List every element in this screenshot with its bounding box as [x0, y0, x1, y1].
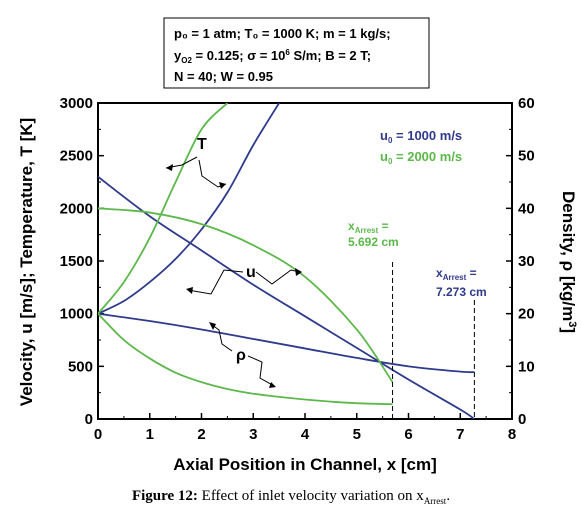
caption-text: Effect of inlet velocity variation on x	[197, 488, 424, 504]
y-left-tick-label: 2500	[60, 148, 93, 165]
legend-entry-2000: u0 = 2000 m/s	[380, 149, 462, 166]
series-line-2	[98, 176, 475, 419]
svg-text:ρ: ρ	[236, 347, 246, 364]
x-tick-label: 2	[197, 426, 205, 443]
caption-label: Figure 12:	[131, 488, 198, 504]
svg-text:7.273 cm: 7.273 cm	[436, 285, 487, 299]
y-left-tick-label: 1000	[60, 306, 93, 323]
param-line-1: p₀ = 1 atm; T₀ = 1000 K; m = 1 kg/s;	[174, 26, 391, 41]
x-tick-label: 0	[94, 426, 102, 443]
series-line-5	[98, 313, 393, 406]
annotation-rho: ρ	[209, 322, 276, 388]
svg-text:u: u	[246, 264, 256, 281]
x-tick-label: 5	[353, 426, 361, 443]
legend-entry-1000: u0 = 1000 m/s	[380, 128, 462, 145]
y-left-axis-title: Velocity, u [m/s]; Temperature, T [K]	[17, 118, 36, 406]
arrest-layer	[392, 262, 475, 419]
x-tick-label: 6	[404, 426, 412, 443]
y-right-tick-label: 50	[518, 148, 535, 165]
y-left-tick-label: 2000	[60, 200, 93, 217]
y-left-tick-label: 3000	[60, 95, 93, 112]
series-line-4	[98, 207, 394, 383]
x-tick-label: 1	[146, 426, 154, 443]
x-axis-ticks: 0 1 2 3 4 5 6 7 8	[94, 413, 516, 443]
x-tick-label: 3	[249, 426, 257, 443]
y-right-axis-ticks: 0 10 20 30 40 50 60	[506, 95, 535, 428]
y-right-tick-label: 40	[518, 200, 535, 217]
series-line-3	[98, 103, 229, 315]
x-tick-label: 7	[456, 426, 464, 443]
parameter-box: p₀ = 1 atm; T₀ = 1000 K; m = 1 kg/s; yO2…	[163, 17, 430, 89]
y-right-tick-label: 20	[518, 306, 535, 323]
series-line-0	[98, 103, 280, 315]
arrest-label-blue: xArrest = 7.273 cm	[436, 266, 487, 299]
svg-text:xArrest =: xArrest =	[348, 219, 389, 235]
y-right-tick-label: 60	[518, 95, 535, 112]
x-tick-label: 4	[301, 426, 310, 443]
x-tick-label: 8	[508, 426, 516, 443]
y-right-tick-label: 10	[518, 358, 535, 375]
x-axis-title: Axial Position in Channel, x [cm]	[173, 455, 437, 474]
figure-caption: Figure 12: Effect of inlet velocity vari…	[0, 488, 582, 506]
param-line-2: yO2 = 0.125; σ = 106 S/m; B = 2 T;	[174, 48, 371, 65]
y-left-tick-label: 500	[68, 358, 93, 375]
legend: u0 = 1000 m/s u0 = 2000 m/s	[380, 128, 462, 166]
y-right-tick-label: 30	[518, 253, 535, 270]
svg-text:T: T	[197, 136, 207, 153]
series-layer	[98, 103, 475, 419]
annotation-u: u	[186, 264, 302, 295]
annotation-T: T	[165, 136, 227, 189]
y-right-axis-title: Density, ρ [kg/m3]	[559, 191, 578, 333]
arrest-label-green: xArrest = 5.692 cm	[348, 219, 399, 249]
y-left-tick-label: 0	[85, 411, 93, 428]
param-line-3: N = 40; W = 0.95	[174, 69, 273, 84]
y-left-tick-label: 1500	[60, 253, 93, 270]
caption-end: .	[446, 488, 451, 504]
y-left-axis-ticks: 0 500 1000 1500 2000 2500 3000	[60, 95, 104, 428]
series-line-1	[98, 312, 475, 374]
svg-text:xArrest =: xArrest =	[436, 266, 477, 282]
caption-sub: Arrest	[423, 496, 447, 506]
svg-text:5.692 cm: 5.692 cm	[348, 235, 399, 249]
y-right-tick-label: 0	[518, 411, 526, 428]
